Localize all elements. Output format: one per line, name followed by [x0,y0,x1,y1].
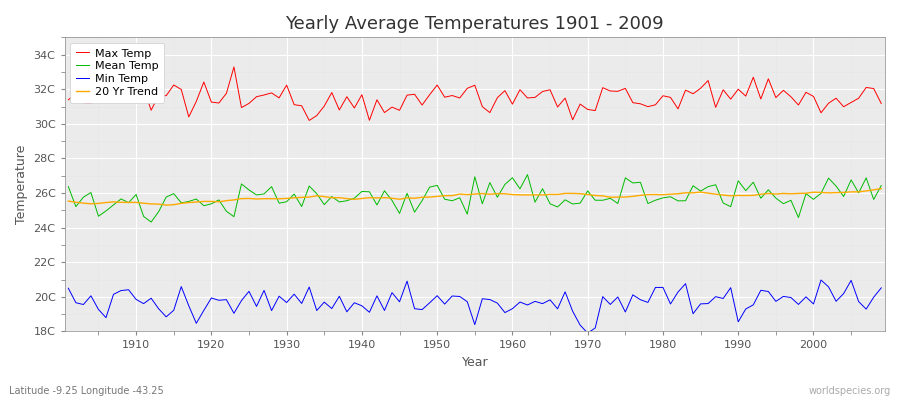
Max Temp [63,98,74,102]
20 Yr Trend [515,192,526,197]
Legend: Max Temp, Mean Temp, Min Temp, 20 Yr Trend: Max Temp, Mean Temp, Min Temp, 20 Yr Tre… [70,43,164,103]
Min Temp [582,331,593,336]
20 Yr Trend [63,199,74,204]
20 Yr Trend [605,195,616,200]
Min Temp [500,310,510,315]
Mean Temp [146,220,157,224]
Max Temp [304,118,315,123]
Y-axis label: Temperature: Temperature [15,145,28,224]
20 Yr Trend [507,192,517,197]
Mean Temp [507,175,517,180]
Mean Temp [341,198,352,203]
Min Temp [507,306,517,311]
Max Temp [229,64,239,69]
Mean Temp [612,201,623,206]
Mean Temp [876,183,886,188]
20 Yr Trend [123,200,134,205]
Max Temp [296,103,307,108]
20 Yr Trend [296,195,307,200]
X-axis label: Year: Year [462,356,488,369]
Max Temp [612,89,623,94]
Min Temp [63,286,74,291]
Text: Latitude -9.25 Longitude -43.25: Latitude -9.25 Longitude -43.25 [9,386,164,396]
Line: Min Temp: Min Temp [68,280,881,333]
Max Temp [515,87,526,92]
Mean Temp [63,184,74,189]
Line: Max Temp: Max Temp [68,67,881,120]
20 Yr Trend [341,196,352,201]
Mean Temp [515,186,526,191]
Max Temp [123,88,134,93]
Min Temp [815,278,826,282]
Line: Mean Temp: Mean Temp [68,175,881,222]
Title: Yearly Average Temperatures 1901 - 2009: Yearly Average Temperatures 1901 - 2009 [285,15,664,33]
Mean Temp [123,200,134,205]
Min Temp [289,292,300,296]
Mean Temp [522,172,533,177]
Min Temp [605,302,616,307]
Max Temp [349,106,360,110]
Max Temp [876,101,886,106]
Min Temp [123,287,134,292]
20 Yr Trend [161,203,172,208]
20 Yr Trend [876,186,886,191]
Mean Temp [296,204,307,209]
Max Temp [522,96,533,100]
Text: worldspecies.org: worldspecies.org [809,386,891,396]
Line: 20 Yr Trend: 20 Yr Trend [68,189,881,205]
Min Temp [334,294,345,299]
Min Temp [876,286,886,290]
